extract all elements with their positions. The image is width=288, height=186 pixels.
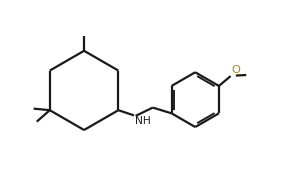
Text: O: O — [232, 65, 240, 75]
Text: NH: NH — [135, 116, 151, 126]
